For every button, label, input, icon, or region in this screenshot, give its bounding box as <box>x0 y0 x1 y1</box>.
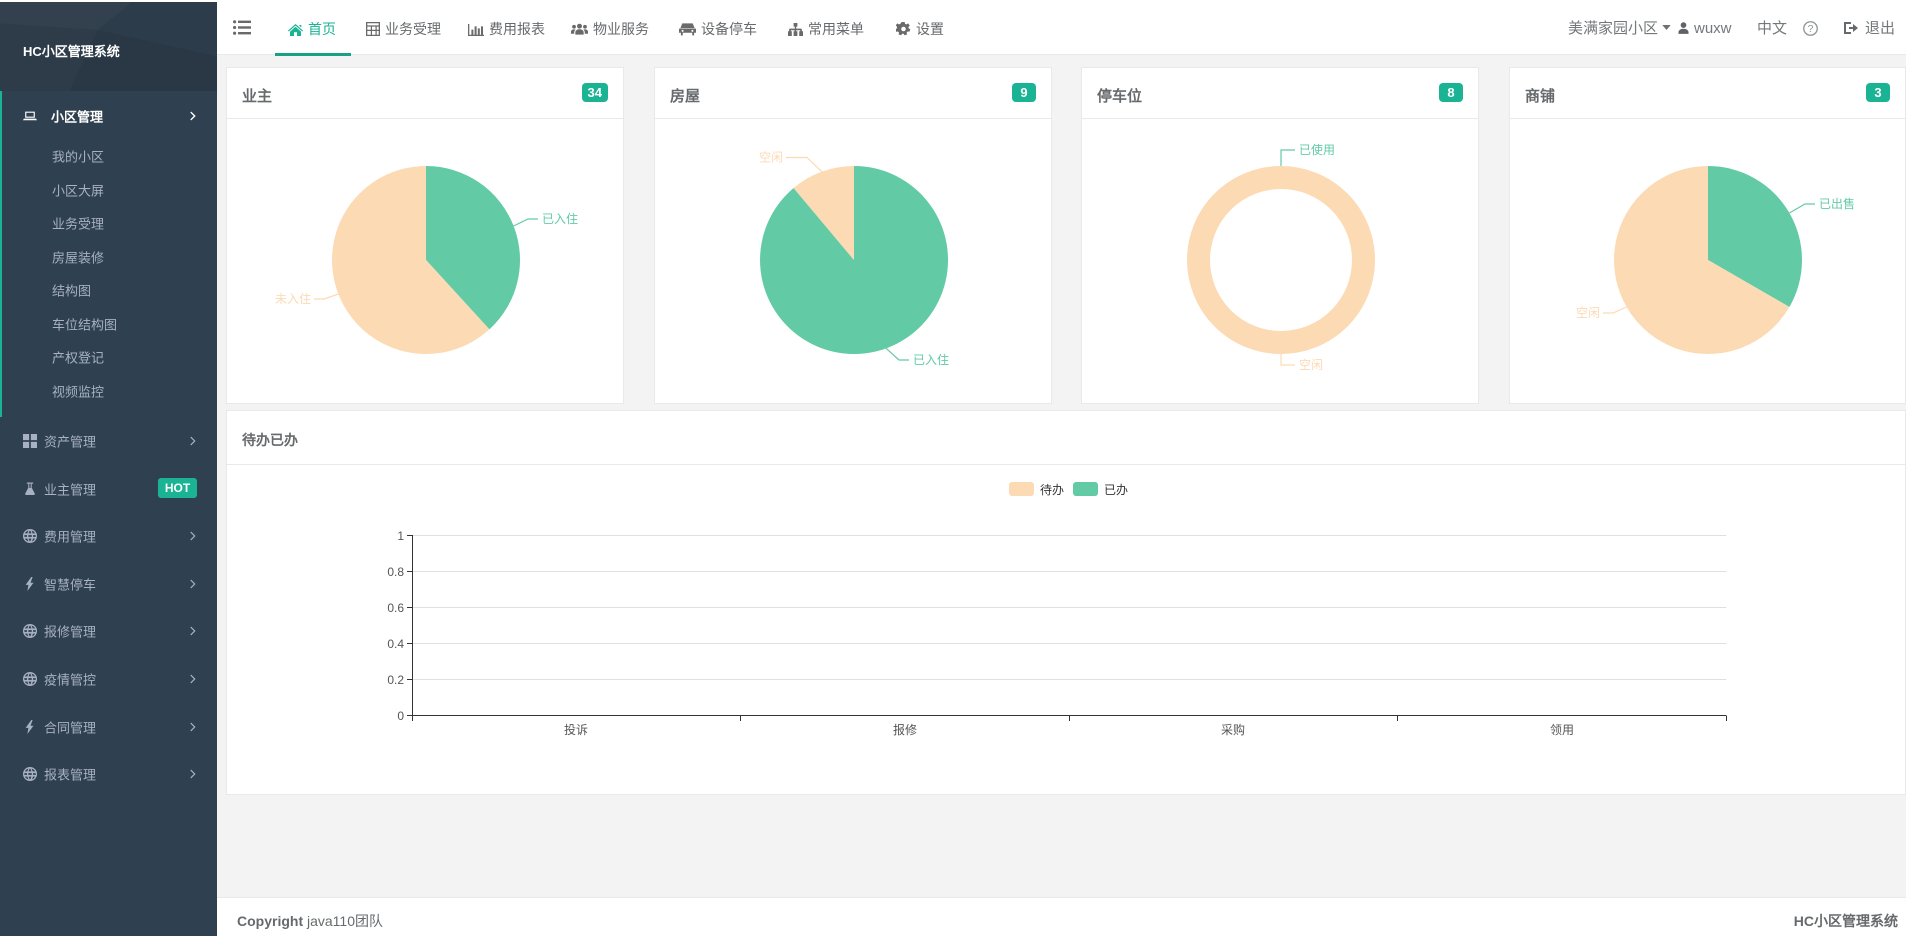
svg-text:已入住: 已入住 <box>913 353 949 367</box>
svg-text:0.2: 0.2 <box>387 673 404 687</box>
svg-text:已使用: 已使用 <box>1299 142 1335 157</box>
svg-text:未入住: 未入住 <box>275 292 311 306</box>
svg-text:0.4: 0.4 <box>387 637 404 651</box>
svg-text:采购: 采购 <box>1221 722 1245 737</box>
svg-text:已入住: 已入住 <box>542 212 578 226</box>
svg-text:空闲: 空闲 <box>759 151 783 165</box>
svg-text:?: ? <box>1808 24 1814 35</box>
svg-text:1: 1 <box>397 529 404 543</box>
svg-text:待办: 待办 <box>1040 482 1064 497</box>
svg-text:0: 0 <box>397 709 404 723</box>
svg-text:空闲: 空闲 <box>1576 306 1600 320</box>
svg-text:0.8: 0.8 <box>387 565 404 579</box>
svg-text:投诉: 投诉 <box>564 722 588 737</box>
svg-text:领用: 领用 <box>1550 723 1574 737</box>
svg-text:空闲: 空闲 <box>1299 358 1323 372</box>
svg-text:已出售: 已出售 <box>1819 196 1855 211</box>
svg-text:0.6: 0.6 <box>387 601 404 615</box>
svg-text:报修: 报修 <box>893 722 917 737</box>
svg-text:已办: 已办 <box>1104 482 1128 497</box>
